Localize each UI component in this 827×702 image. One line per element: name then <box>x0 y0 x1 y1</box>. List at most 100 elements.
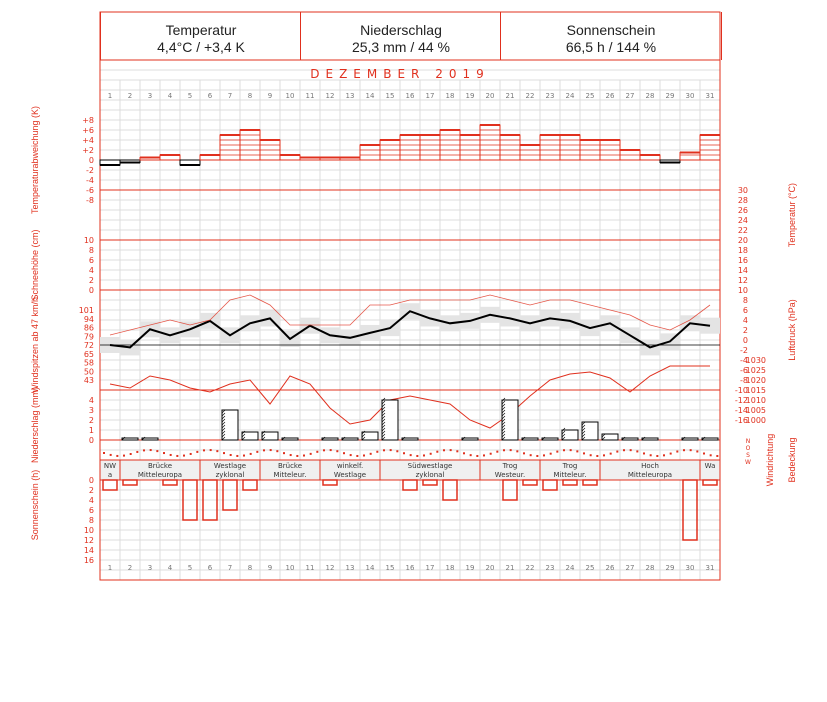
temp-anomaly-bar <box>699 134 721 161</box>
precip-bar <box>681 437 699 441</box>
day-label-bottom: 19 <box>466 564 475 572</box>
wind-direction-series <box>103 449 719 457</box>
wind-direction-dot <box>489 452 492 455</box>
wind-direction-dot <box>349 454 352 457</box>
temp-anomaly-bar <box>359 144 381 161</box>
wind-direction-dot <box>523 452 525 455</box>
wind-direction-dot <box>516 450 519 453</box>
weather-type-label: Mitteleur. <box>554 471 587 479</box>
weather-type-label: Mitteleuropa <box>628 471 672 479</box>
temp-anomaly-bar <box>219 134 241 161</box>
tick-temperature: 6 <box>743 306 748 315</box>
wind-direction-dot <box>336 450 339 453</box>
precip-hatch <box>501 406 506 411</box>
tick-temperature: 26 <box>738 206 748 215</box>
sunshine-bar <box>502 479 518 501</box>
wind-direction-dot <box>189 452 192 455</box>
tick-temperature: -2 <box>740 346 748 355</box>
wind-direction-dot <box>636 450 639 453</box>
wind-direction-dot <box>123 454 125 457</box>
tick-pressure: 1000 <box>746 416 766 425</box>
header-temperature: Temperatur 4,4°C / +3,4 K <box>100 12 301 60</box>
day-label-top: 24 <box>566 92 575 100</box>
wind-direction-dot <box>389 449 392 452</box>
axis-label-precip: Niederschlag (mm) <box>30 387 40 463</box>
precip-hatch <box>501 427 506 432</box>
precip-bar <box>281 437 299 441</box>
tick-sunshine: 16 <box>84 556 94 565</box>
precip-hatch <box>501 415 506 420</box>
weather-type-label: NW <box>104 462 116 470</box>
day-label-top: 12 <box>326 92 335 100</box>
tick-wind: 65 <box>84 350 94 359</box>
wind-direction-dot <box>416 454 419 457</box>
wind-direction-dot <box>276 450 279 453</box>
day-label-bottom: 27 <box>626 564 635 572</box>
header-precipitation: Niederschlag 25,3 mm / 44 % <box>300 12 501 60</box>
day-label-top: 17 <box>426 92 435 100</box>
tick-snow: 2 <box>89 276 94 285</box>
wind-direction-dot <box>283 452 285 455</box>
precip-hatch <box>561 436 566 441</box>
precip-hatch <box>581 427 586 432</box>
tick-temperature: 30 <box>738 186 748 195</box>
temp-anomaly-bar <box>419 134 441 161</box>
tick-temperature: 8 <box>743 296 748 305</box>
day-label-top: 14 <box>366 92 375 100</box>
axis-label-temp-anomaly: Temperaturabweichung (K) <box>30 106 40 214</box>
sunshine-bar <box>162 479 178 486</box>
wind-direction-dot <box>269 449 272 452</box>
wind-direction-dot <box>289 454 292 457</box>
wind-direction-dot <box>236 454 239 457</box>
wind-direction-dot <box>643 452 645 455</box>
wind-direction-dot <box>403 452 405 455</box>
wind-direction-dot <box>129 453 132 456</box>
tick-temp-anomaly: +6 <box>82 126 94 135</box>
sunshine-bar <box>402 479 418 491</box>
tick-sunshine: 12 <box>84 536 94 545</box>
wind-direction-dot <box>689 449 692 452</box>
precip-bar <box>461 437 479 441</box>
axis-label-snow: Schneehöhe (cm) <box>30 229 40 300</box>
wind-direction-dot <box>556 450 559 453</box>
tick-temperature: -6 <box>740 366 748 375</box>
precip-hatch <box>221 430 226 435</box>
precip-hatch <box>581 433 586 438</box>
tick-temperature: 14 <box>738 266 748 275</box>
precip-hatch <box>241 430 246 435</box>
weather-type-label: Mitteleur. <box>274 471 307 479</box>
temp-anomaly-series <box>99 124 721 166</box>
tick-snow: 8 <box>89 246 94 255</box>
day-label-top: 7 <box>228 92 232 100</box>
wind-direction-dot <box>496 450 499 453</box>
precip-hatch <box>381 415 386 420</box>
tick-snow: 10 <box>84 236 94 245</box>
precip-bar <box>521 437 539 441</box>
day-label-bottom: 20 <box>486 564 495 572</box>
weather-type-label: Westlage <box>214 462 246 470</box>
precip-bar <box>641 437 659 441</box>
tick-snow: 0 <box>89 286 94 295</box>
precip-series <box>121 397 719 441</box>
wind-direction-dot <box>529 454 532 457</box>
precip-bar <box>381 399 399 441</box>
wind-direction-dot <box>629 449 632 452</box>
day-label-bottom: 15 <box>386 564 395 572</box>
precip-bar <box>141 437 159 441</box>
wind-direction-dot <box>176 454 179 457</box>
day-label-top: 18 <box>446 92 455 100</box>
tick-precip: 4 <box>89 396 94 405</box>
day-label-top: 10 <box>286 92 295 100</box>
sunshine-bar <box>242 479 258 491</box>
wind-direction-dot <box>383 449 385 452</box>
wind-direction-dot <box>256 450 259 453</box>
precip-hatch <box>381 406 386 411</box>
tick-wind: 86 <box>84 324 94 333</box>
tick-sunshine: 10 <box>84 526 94 535</box>
precip-hatch <box>561 427 566 432</box>
axis-label-pressure: Luftdruck (hPa) <box>787 299 797 361</box>
wind-direction-dot <box>449 449 452 452</box>
day-label-top: 2 <box>128 92 132 100</box>
precip-hatch <box>381 421 386 426</box>
wind-direction-dot <box>356 454 359 457</box>
